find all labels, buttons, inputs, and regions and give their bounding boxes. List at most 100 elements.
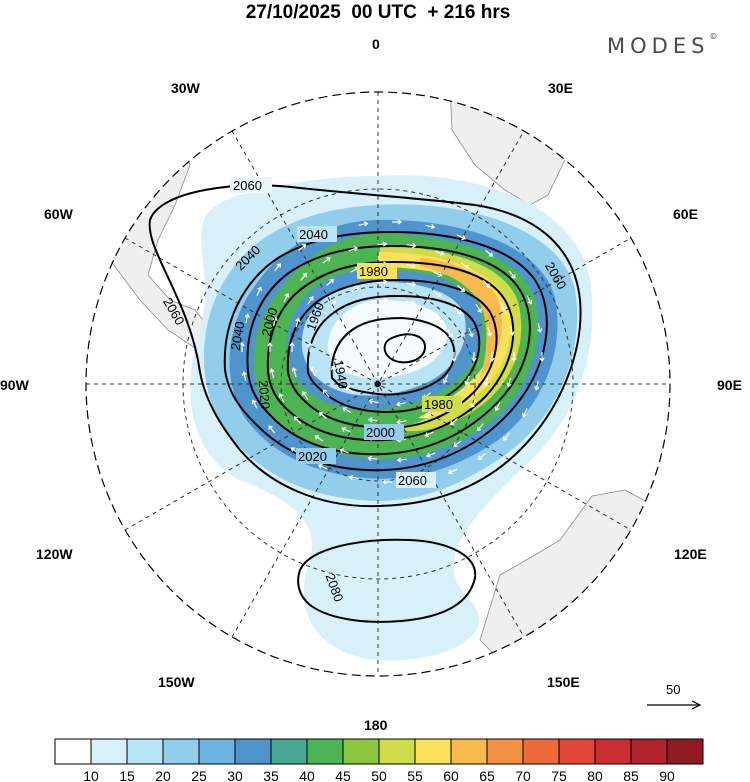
wind-arrow [341,427,351,433]
wind-arrow [477,453,486,460]
wind-arrow [433,271,443,277]
colorbar-tick-label: 85 [623,768,639,782]
wind-arrow [241,371,247,382]
wind-arrow [432,290,442,297]
contour-2080 [297,538,477,623]
wind-arrow [274,263,281,272]
wind-arrow [300,272,308,281]
colorbar-swatch [162,738,200,765]
contour-label: 2000 [259,306,281,338]
colorbar-swatch [630,738,668,765]
wind-arrow [256,286,262,296]
wind-arrow [464,375,470,386]
wind-arrow [367,455,378,462]
wind-arrow [322,257,331,264]
wind-arrow [460,262,470,269]
colorbar-swatch [666,738,704,765]
colorbar-tick-label: 15 [119,768,135,782]
colorbar-tick-label: 90 [659,768,675,782]
wind-arrow [339,448,349,454]
colorbar-swatch [522,738,560,765]
wind-arrow [471,352,477,363]
colorbar-swatch [558,738,596,765]
wind-arrow [239,341,245,352]
colorbar-swatch [450,738,488,765]
brand-name: MODES [607,34,710,58]
wind-arrow [453,440,462,447]
wind-arrow [307,341,313,352]
wind-arrow [537,322,543,333]
wind-arrow [251,399,258,409]
contour-label: 1980 [359,264,388,279]
wind-arrow [318,411,327,419]
meridian-60 [124,237,632,531]
lon-label-30e: 30E [548,80,573,96]
wind-arrow [368,398,379,404]
colorbar-tick-label: 30 [227,768,243,782]
wind-arrow [448,468,458,475]
wind-arrow [314,435,324,442]
brand-mark: © [709,32,718,41]
wind-arrow [508,270,516,279]
wind-arrow [269,368,275,378]
wind-arrow [367,417,378,423]
wind-arrow [289,341,295,352]
wind-arrow [377,279,388,285]
contour-label: 2040 [228,320,248,351]
wind-arrow [489,352,495,363]
wind-arrow [342,407,352,414]
meridian-30 [231,130,525,638]
wind-arrow [447,329,453,339]
colorbar-swatch [270,738,308,765]
wind-arrow [442,374,449,384]
colorbar-swatch [342,738,380,765]
wind-arrow [424,431,434,438]
wind-arrow [283,292,290,303]
wind-arrow [350,285,360,292]
map-boundary [85,91,671,677]
wind-arrow [430,310,439,318]
wind-arrow [483,376,489,387]
colorbar-tick-label: 60 [443,768,459,782]
wind-arrow [482,279,490,288]
wind-arrow [406,281,417,287]
colorbar-boxes [54,738,704,765]
lon-label-30w: 30W [171,80,201,96]
wind-arrow [310,366,316,377]
wind-arrow [396,457,407,463]
wind-arrow [302,391,309,400]
colorbar-labels: 10 15 20 25 30 35 40 45 50 55 60 65 70 75 80 85 90 [83,768,675,782]
wind-arrow [468,327,474,338]
contour-label: 2000 [366,425,395,440]
wind-arrow [326,278,335,286]
low-pressure-center [375,381,381,387]
reference-arrow-head [691,700,702,710]
wind-arrow [278,393,285,403]
wind-arrow [291,367,297,377]
lon-label-120w: 120W [36,546,73,562]
lon-label-150w: 150W [158,674,195,690]
meridian-150 [231,130,525,638]
wind-arrow [272,316,278,327]
wind-arrow [499,301,506,311]
colorbar-swatch [198,738,236,765]
wind-arrow [506,377,512,388]
wind-arrow [511,352,517,363]
colorbar-swatch [54,738,92,765]
contour-1980 [286,278,498,430]
wind-arrow [451,352,457,363]
colorbar-tick-label: 40 [299,768,315,782]
colorbar-tick-label: 80 [587,768,603,782]
wind-arrow [358,221,369,227]
brand-logo: MODES© [607,32,718,58]
wind-arrow [396,401,406,407]
wind-arrow [396,419,407,425]
colorbar-swatch [594,738,632,765]
wind-arrow [476,423,484,432]
contour-2020 [246,244,531,456]
wind-arrow [345,386,354,394]
wind-arrow [449,418,458,426]
wind-arrow [425,452,436,458]
colorbar-tick-label: 25 [191,768,207,782]
wind-arrow [392,219,403,225]
